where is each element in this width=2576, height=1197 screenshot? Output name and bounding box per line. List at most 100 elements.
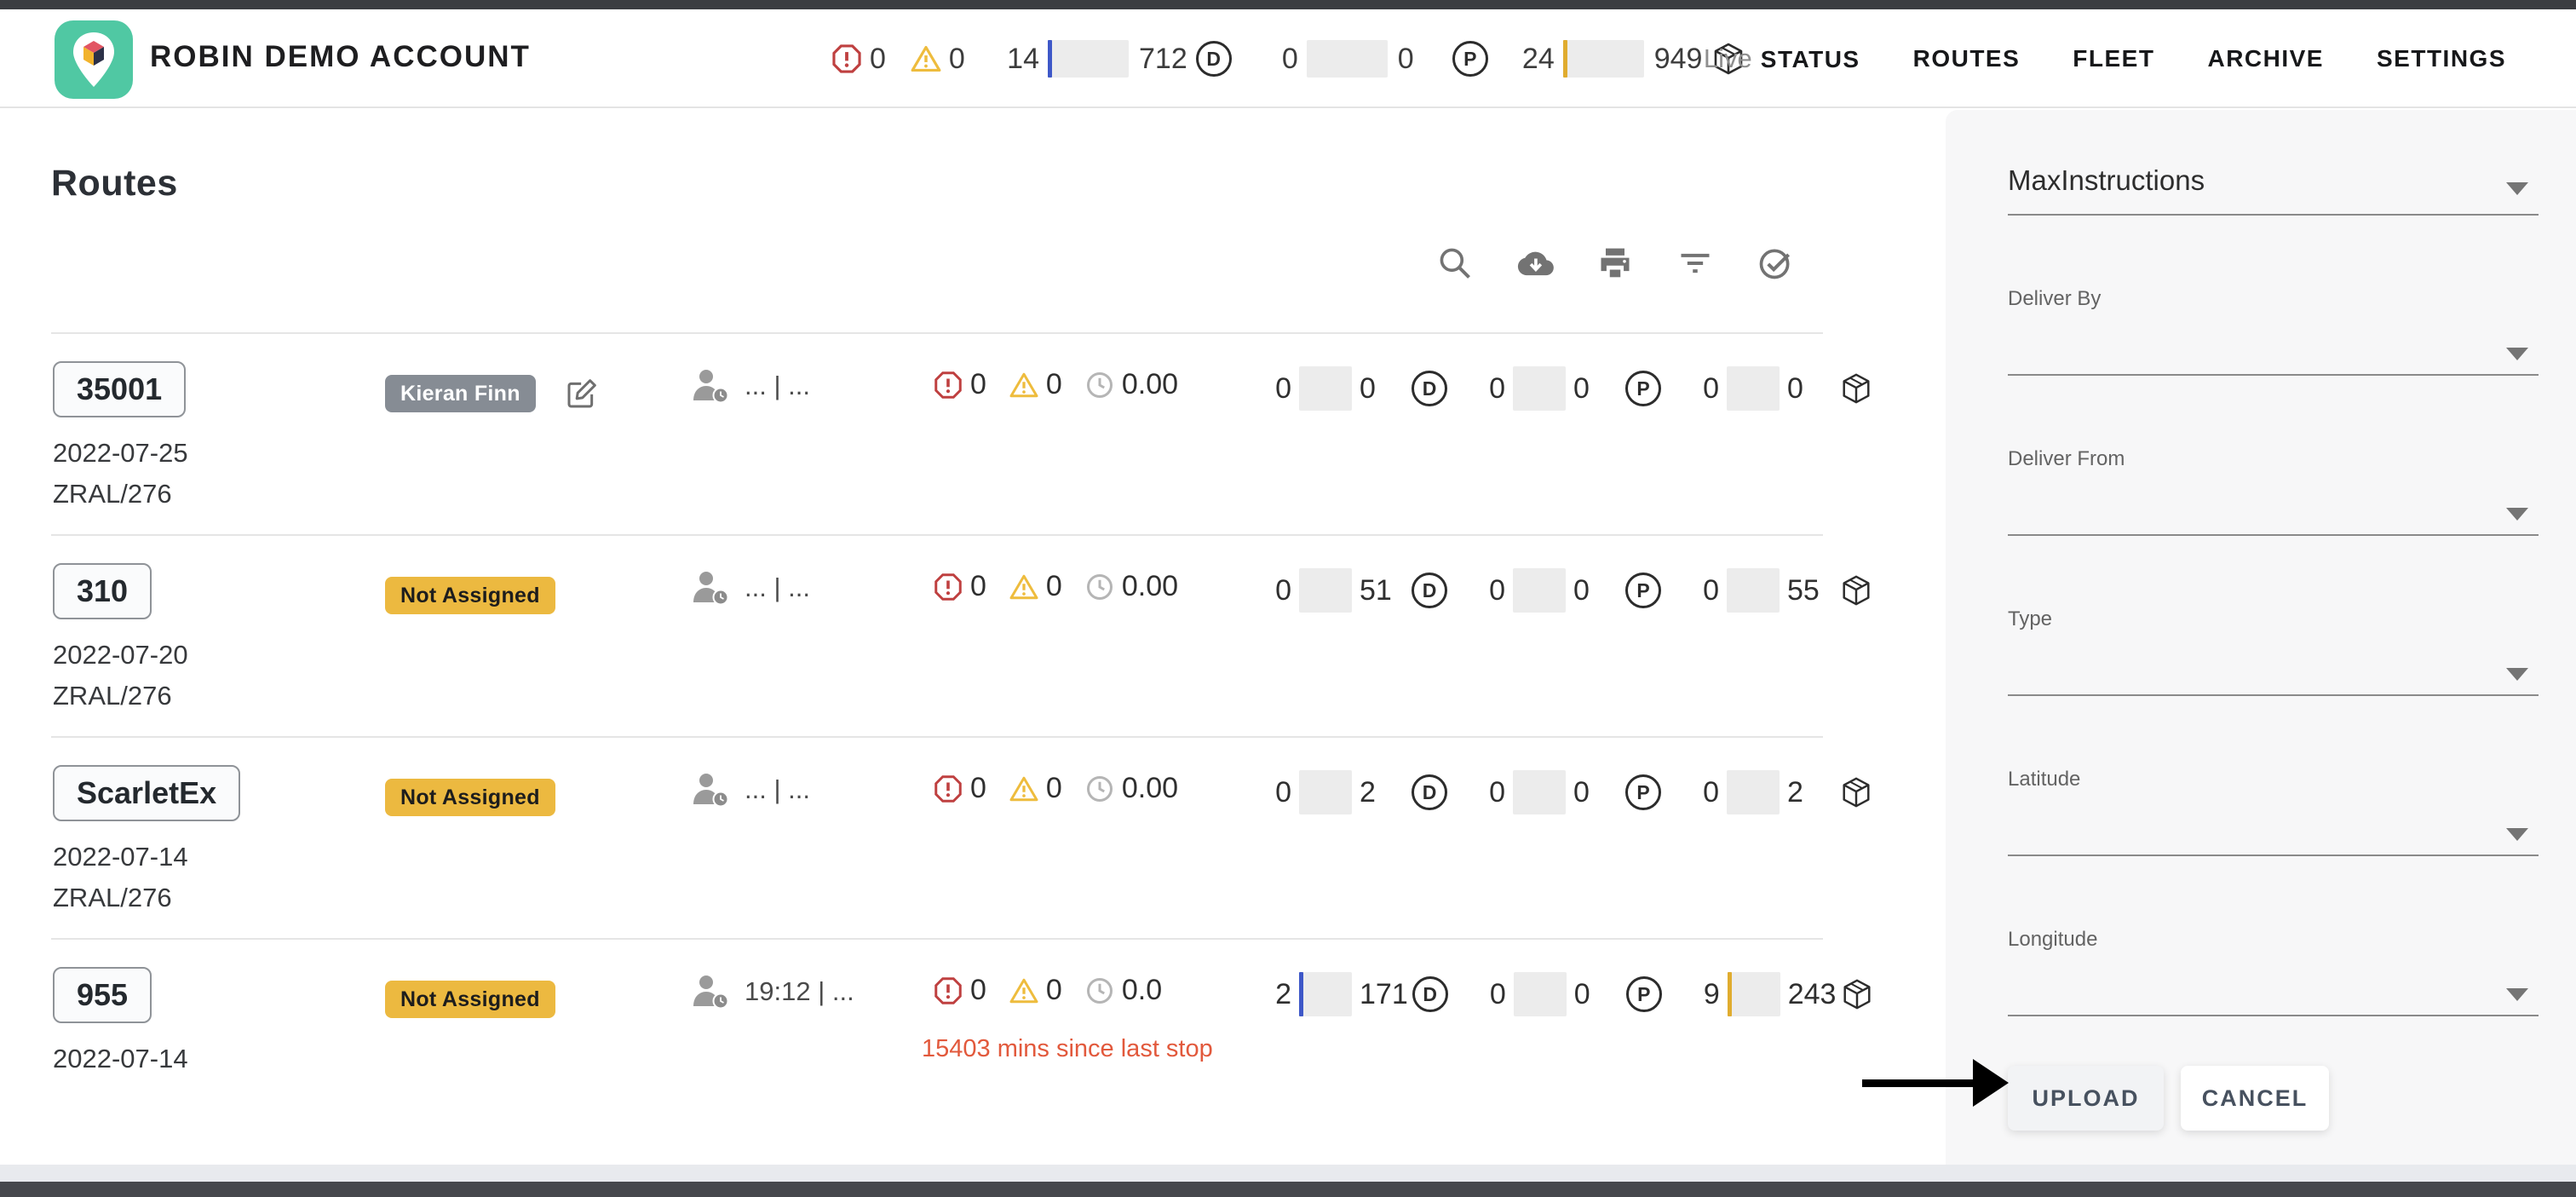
row-pickups-bar bbox=[1513, 568, 1566, 613]
deliver-by-select[interactable] bbox=[2008, 311, 2539, 376]
d-circle-icon: D bbox=[1412, 371, 1447, 406]
type-select[interactable] bbox=[2008, 631, 2539, 696]
error-octagon-icon bbox=[934, 774, 962, 803]
cloud-download-icon[interactable] bbox=[1516, 245, 1554, 282]
nav-settings[interactable]: SETTINGS bbox=[2376, 45, 2506, 72]
warning-triangle-icon bbox=[1009, 574, 1038, 599]
header-alert-counters: 0 0 bbox=[831, 35, 965, 83]
row-error-count: 0 bbox=[970, 974, 986, 1006]
packages-progress-bar bbox=[1562, 40, 1644, 78]
route-id-badge[interactable]: 35001 bbox=[53, 361, 187, 417]
chevron-down-icon[interactable] bbox=[2506, 348, 2528, 360]
driver-clock-icon bbox=[693, 370, 729, 404]
field-label: Longitude bbox=[2008, 928, 2098, 951]
p-circle-icon: P bbox=[1452, 41, 1488, 77]
field-label: Latitude bbox=[2008, 768, 2081, 791]
row-pickups-bar bbox=[1513, 972, 1567, 1016]
route-ref: ZRAL/276 bbox=[53, 479, 172, 509]
warning-triangle-icon bbox=[911, 45, 941, 72]
check-circle-icon[interactable] bbox=[1757, 245, 1794, 282]
bottom-scroll-strip[interactable] bbox=[0, 1165, 2576, 1182]
assignee-badge[interactable]: Not Assigned bbox=[385, 981, 555, 1018]
error-count: 0 bbox=[870, 42, 886, 75]
p-circle-icon: P bbox=[1625, 774, 1661, 810]
chevron-down-icon[interactable] bbox=[2506, 182, 2528, 195]
cancel-button[interactable]: CANCEL bbox=[2181, 1066, 2329, 1131]
row-deliveries-done: 2 bbox=[1275, 977, 1291, 1010]
upload-button[interactable]: UPLOAD bbox=[2008, 1066, 2164, 1131]
assignee-badge[interactable]: Not Assigned bbox=[385, 779, 555, 816]
row-error-count: 0 bbox=[970, 570, 986, 602]
row-warning-count: 0 bbox=[1045, 974, 1062, 1006]
error-octagon-icon bbox=[934, 976, 962, 1004]
nav-live-status[interactable]: Live STATUS bbox=[1703, 43, 1860, 73]
app-logo[interactable] bbox=[55, 20, 133, 99]
nav-archive[interactable]: ARCHIVE bbox=[2207, 45, 2324, 72]
error-octagon-icon bbox=[934, 371, 962, 399]
table-row[interactable]: 955 2022-07-14 Not Assigned 19:12 | ... bbox=[51, 938, 1871, 1140]
deliveries-progress-bar bbox=[1048, 40, 1129, 78]
field-label: Deliver From bbox=[2008, 447, 2125, 470]
deliveries-total: 712 bbox=[1139, 42, 1187, 75]
row-packages-total: 0 bbox=[1787, 371, 1803, 405]
assignee-badge[interactable]: Not Assigned bbox=[385, 577, 555, 614]
deliveries-done: 14 bbox=[1007, 42, 1039, 75]
route-id-badge[interactable]: 955 bbox=[53, 967, 152, 1023]
nav-fleet[interactable]: FLEET bbox=[2073, 45, 2155, 72]
field-longitude: Longitude bbox=[2008, 928, 2539, 1016]
packages-total: 949 bbox=[1653, 42, 1703, 75]
driver-clock-icon bbox=[693, 975, 729, 1010]
pickups-progress-bar bbox=[1306, 40, 1388, 78]
row-warning-count: 0 bbox=[1045, 570, 1062, 602]
error-octagon-icon bbox=[832, 44, 861, 73]
deliver-from-select[interactable] bbox=[2008, 471, 2539, 536]
row-packages-done: 0 bbox=[1703, 371, 1719, 405]
clock-icon bbox=[1086, 371, 1113, 398]
driver-times: ... | ... bbox=[745, 573, 810, 602]
field-mapping-select[interactable]: MaxInstructions bbox=[2008, 164, 2539, 216]
packages-progress-fill bbox=[1727, 972, 1732, 1016]
driver-times: ... | ... bbox=[745, 371, 810, 400]
route-id-badge[interactable]: ScarletEx bbox=[53, 765, 241, 821]
row-packages-bar bbox=[1727, 568, 1780, 613]
print-icon[interactable] bbox=[1596, 245, 1634, 282]
field-label: Type bbox=[2008, 607, 2053, 630]
chevron-down-icon[interactable] bbox=[2506, 508, 2528, 521]
bottom-window-strip bbox=[0, 1182, 2576, 1197]
latitude-select[interactable] bbox=[2008, 791, 2539, 856]
row-deliveries-total: 51 bbox=[1360, 573, 1392, 607]
table-row[interactable]: ScarletEx 2022-07-14 ZRAL/276 Not Assign… bbox=[51, 736, 1870, 938]
row-deliveries-bar bbox=[1299, 770, 1352, 814]
stale-stop-warning: 15403 mins since last stop bbox=[922, 1035, 1213, 1062]
error-octagon-icon bbox=[934, 573, 962, 601]
route-id-badge[interactable]: 310 bbox=[53, 563, 152, 619]
nav-live-prefix: Live bbox=[1703, 43, 1752, 73]
row-error-count: 0 bbox=[970, 772, 986, 804]
row-pickups-done: 0 bbox=[1489, 775, 1505, 809]
route-date: 2022-07-25 bbox=[53, 438, 188, 468]
edit-icon[interactable] bbox=[565, 377, 599, 411]
d-circle-icon: D bbox=[1412, 774, 1447, 810]
chevron-down-icon[interactable] bbox=[2506, 988, 2528, 1001]
packages-done: 24 bbox=[1521, 42, 1555, 75]
header-progress-stats: 14 712 D 0 0 P 24 949 bbox=[995, 33, 1746, 84]
longitude-select[interactable] bbox=[2008, 952, 2539, 1016]
account-name: ROBIN DEMO ACCOUNT bbox=[150, 40, 531, 73]
chevron-down-icon[interactable] bbox=[2506, 828, 2528, 841]
row-deliveries-bar bbox=[1299, 568, 1352, 613]
filter-icon[interactable] bbox=[1676, 245, 1714, 282]
table-row[interactable]: 35001 2022-07-25 ZRAL/276 Kieran Finn ..… bbox=[51, 332, 1870, 534]
main-nav: Live STATUS ROUTES FLEET ARCHIVE SETTINGS bbox=[1704, 35, 2506, 83]
field-latitude: Latitude bbox=[2008, 768, 2539, 856]
assignee-badge[interactable]: Kieran Finn bbox=[385, 375, 536, 412]
nav-routes[interactable]: ROUTES bbox=[1912, 45, 2021, 72]
table-row[interactable]: 310 2022-07-20 ZRAL/276 Not Assigned ...… bbox=[51, 534, 1870, 736]
row-deliveries-done: 0 bbox=[1275, 573, 1291, 607]
package-cube-icon bbox=[1715, 43, 1743, 75]
row-deliveries-bar bbox=[1299, 366, 1352, 411]
row-deliveries-total: 2 bbox=[1360, 775, 1376, 809]
search-icon[interactable] bbox=[1436, 245, 1474, 282]
chevron-down-icon[interactable] bbox=[2506, 668, 2528, 681]
row-pickups-total: 0 bbox=[1573, 371, 1590, 405]
p-circle-icon: P bbox=[1625, 573, 1661, 608]
